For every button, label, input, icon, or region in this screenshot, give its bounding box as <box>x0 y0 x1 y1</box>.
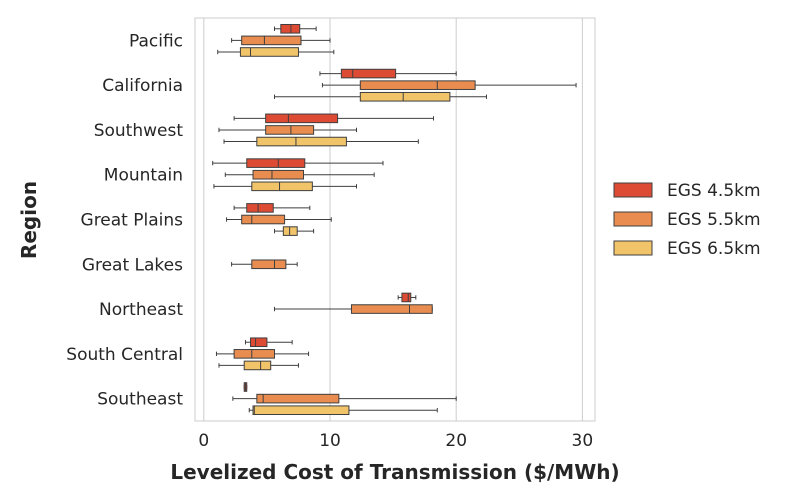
box-northeast-s1 <box>273 304 433 314</box>
legend-swatch <box>613 240 653 256</box>
box-iqr <box>256 393 340 404</box>
box-southwest-s0 <box>233 113 434 124</box>
box-series <box>212 23 577 416</box>
box-iqr <box>246 158 306 168</box>
y-tick-label: California <box>102 76 183 96</box>
box-iqr <box>251 259 287 270</box>
box-iqr <box>265 113 339 124</box>
box-iqr <box>243 360 272 371</box>
box-pacific-s0 <box>273 23 317 34</box>
y-tick-label: Northeast <box>99 300 183 320</box>
box-iqr <box>280 23 301 34</box>
legend: EGS 4.5km EGS 5.5km EGS 6.5km <box>613 181 761 259</box>
box-pacific-s2 <box>217 47 335 57</box>
x-tick-label: 10 <box>319 431 341 451</box>
box-southeast-s0 <box>243 382 248 392</box>
y-tick-label: Great Plains <box>81 211 184 231</box>
box-iqr <box>282 226 298 236</box>
box-iqr <box>251 181 313 192</box>
box-iqr <box>340 68 397 79</box>
box-california-s2 <box>273 91 487 102</box>
box-south-central-s0 <box>244 337 293 348</box>
x-tick-labels: 0 10 20 30 <box>198 431 593 451</box>
box-southeast-s1 <box>232 393 457 404</box>
box-iqr <box>359 80 476 90</box>
legend-label: EGS 5.5km <box>667 210 761 230</box>
box-iqr <box>401 292 412 303</box>
box-iqr <box>359 91 451 102</box>
box-iqr <box>350 304 433 314</box>
box-mountain-s0 <box>212 158 384 168</box>
legend-label: EGS 4.5km <box>667 181 761 201</box>
x-tick-label: 30 <box>572 431 594 451</box>
x-tick-label: 0 <box>198 431 209 451</box>
legend-label: EGS 6.5km <box>667 239 761 259</box>
box-iqr <box>246 203 274 213</box>
y-tick-label: Great Lakes <box>82 255 183 275</box>
box-northeast-s0 <box>397 292 417 303</box>
y-axis-title: Region <box>17 181 41 259</box>
y-tick-labels: Pacific California Southwest Mountain Great … <box>66 31 183 409</box>
box-great-plains-s2 <box>273 226 315 236</box>
y-tick-label: Southeast <box>97 390 183 410</box>
box-southeast-s2 <box>248 405 438 416</box>
box-california-s0 <box>319 68 457 79</box>
box-iqr <box>241 35 302 46</box>
box-south-central-s1 <box>215 349 310 359</box>
box-california-s1 <box>321 80 577 90</box>
x-tick-label: 20 <box>445 431 467 451</box>
box-great-plains-s0 <box>233 203 311 213</box>
box-iqr <box>241 214 286 225</box>
box-great-plains-s1 <box>226 214 332 225</box>
y-tick-label: Southwest <box>94 121 184 141</box>
legend-swatch <box>613 182 653 198</box>
box-mountain-s1 <box>224 169 375 180</box>
y-tick-label: Pacific <box>129 31 183 51</box>
box-southwest-s2 <box>223 136 419 147</box>
box-iqr <box>252 169 305 180</box>
y-tick-label: Mountain <box>104 166 183 186</box>
box-iqr <box>239 47 299 57</box>
legend-swatch <box>613 211 653 227</box>
box-south-central-s2 <box>218 360 299 371</box>
box-iqr <box>265 125 315 135</box>
box-iqr <box>233 349 275 359</box>
box-mountain-s2 <box>213 181 358 192</box>
box-great-lakes-s1 <box>231 259 298 270</box>
box-iqr <box>252 405 350 416</box>
box-iqr <box>250 337 268 348</box>
box-iqr <box>256 136 347 147</box>
box-southwest-s1 <box>218 125 358 135</box>
x-axis-title: Levelized Cost of Transmission ($/MWh) <box>170 460 619 484</box>
y-tick-label: South Central <box>66 345 183 365</box>
box-pacific-s1 <box>231 35 331 46</box>
